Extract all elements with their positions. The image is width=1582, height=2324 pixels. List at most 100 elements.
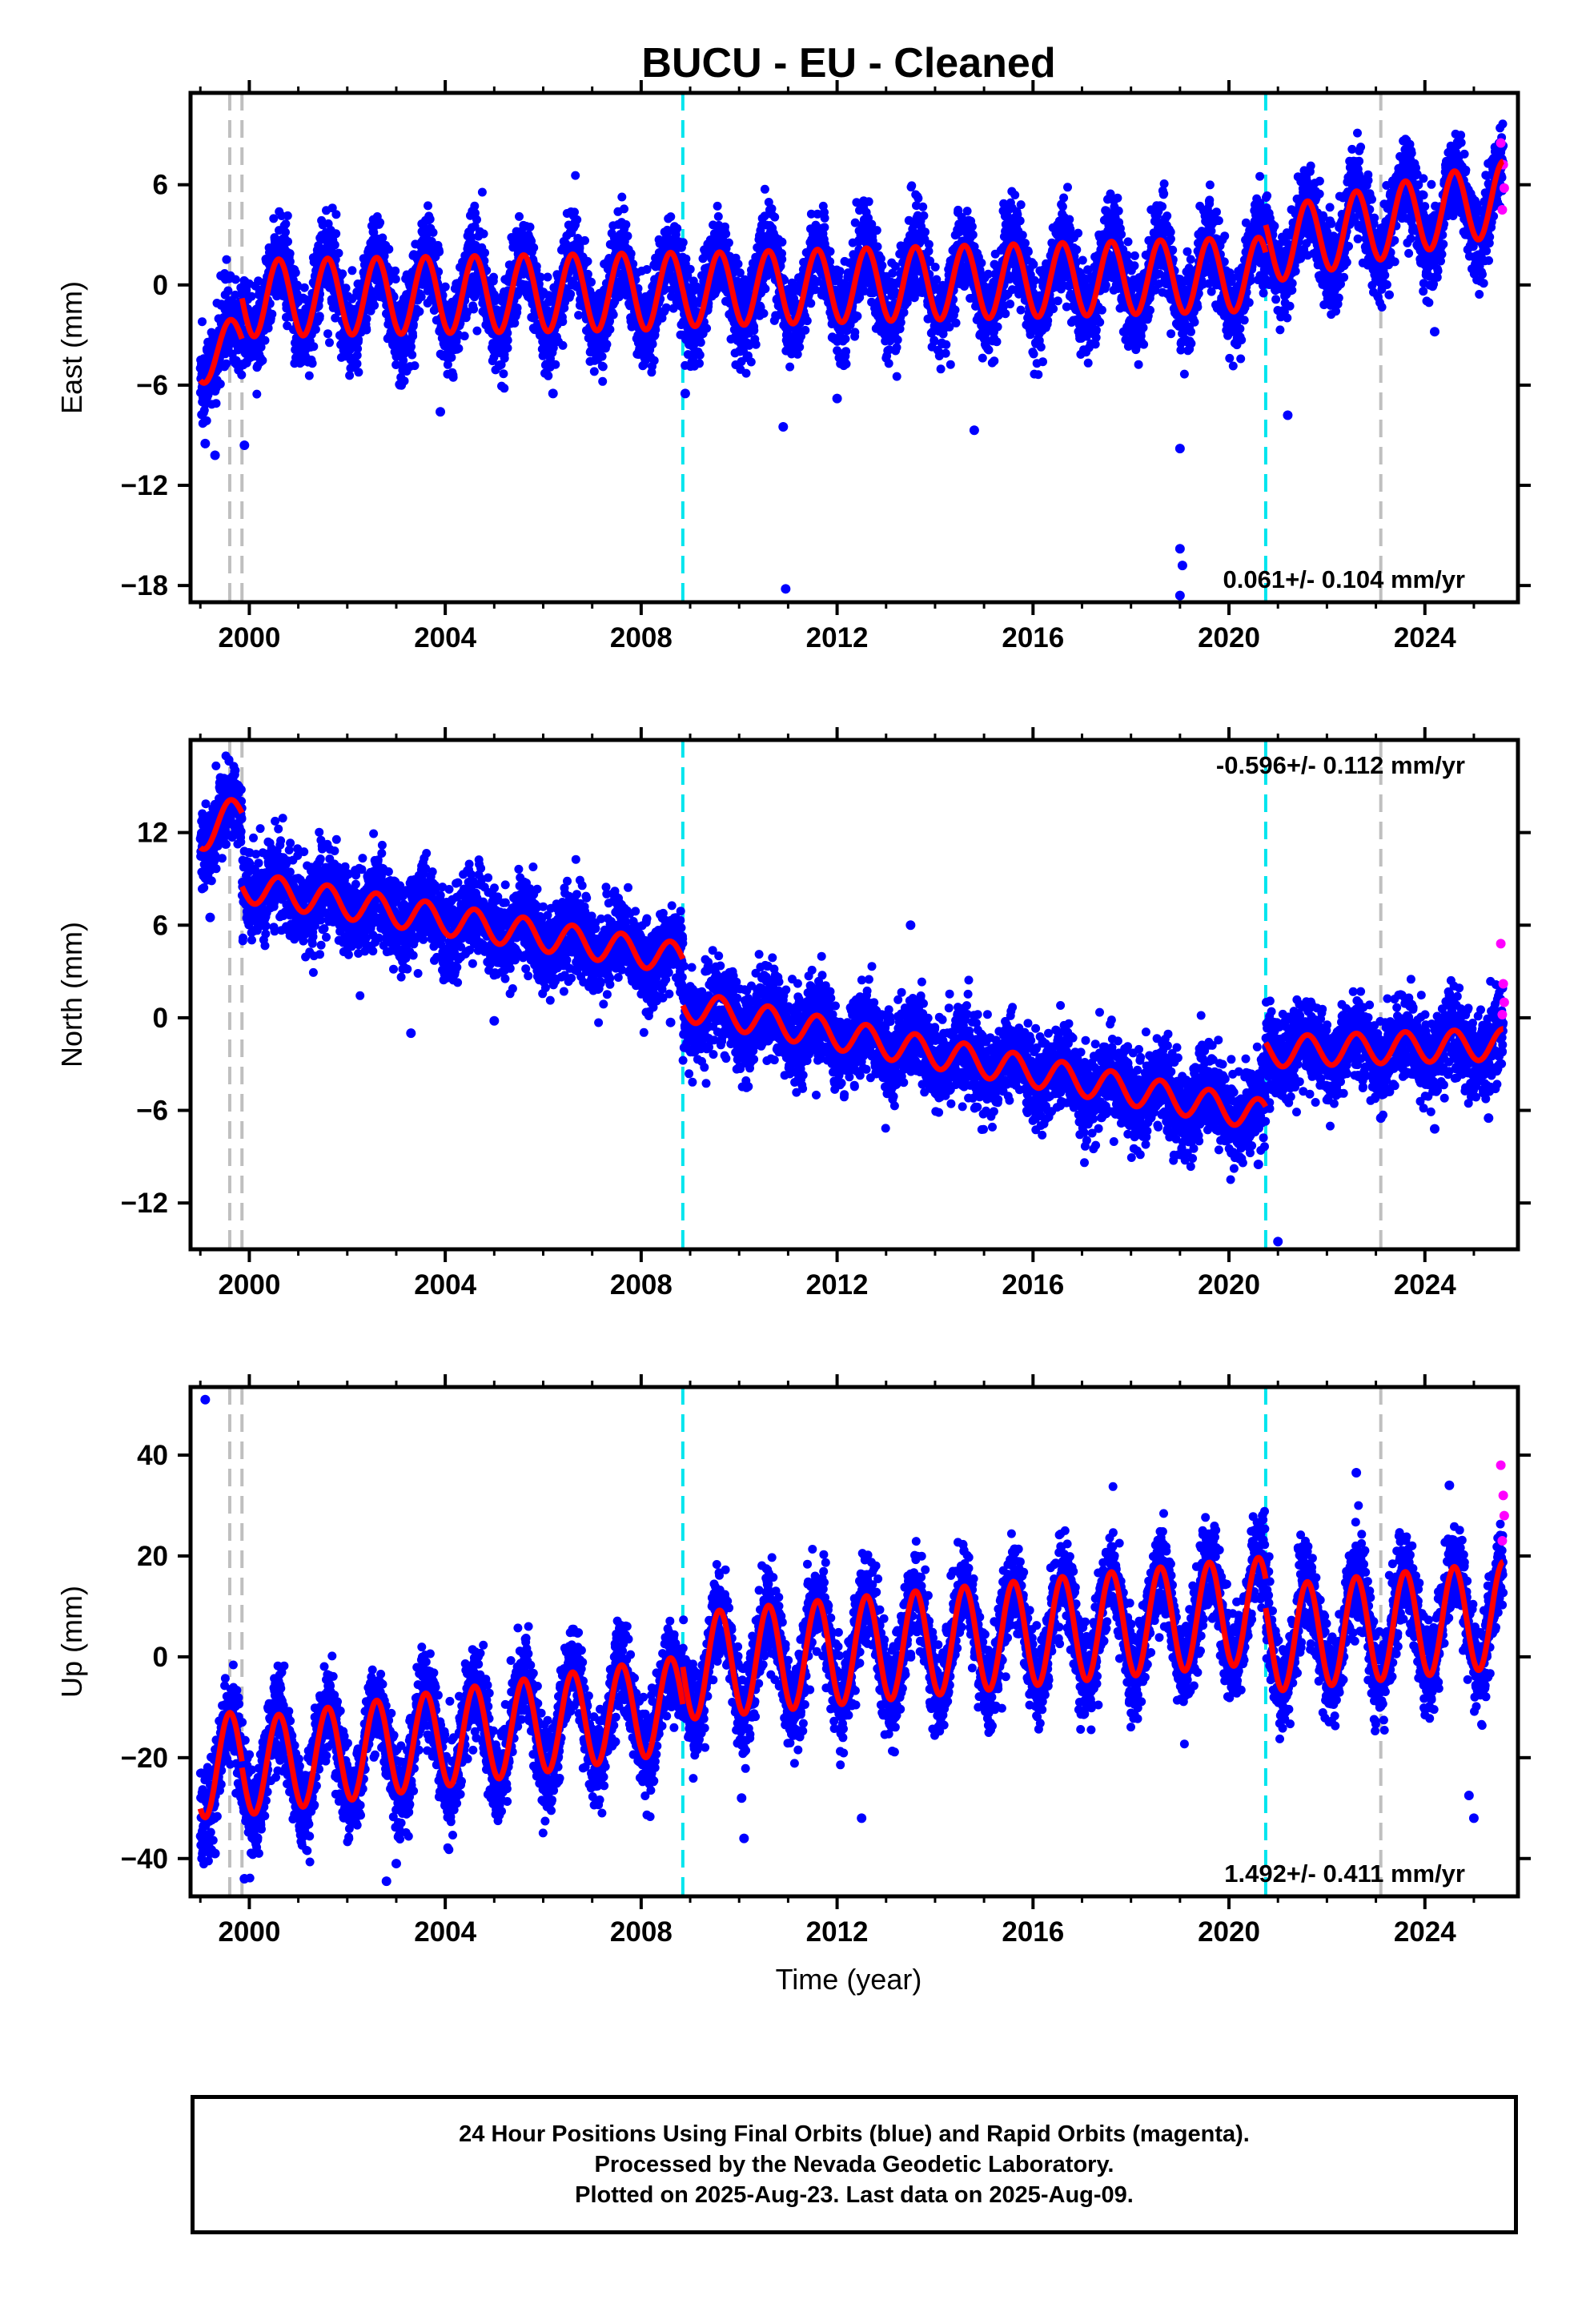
data-point bbox=[597, 352, 607, 361]
data-point bbox=[785, 362, 795, 372]
data-point bbox=[749, 326, 759, 336]
data-point bbox=[304, 371, 314, 380]
data-point bbox=[269, 214, 279, 223]
data-point bbox=[942, 340, 951, 349]
data-point bbox=[746, 357, 756, 367]
data-point bbox=[453, 329, 463, 339]
data-point bbox=[443, 360, 452, 369]
data-point bbox=[448, 372, 458, 382]
data-point bbox=[669, 304, 678, 313]
data-point bbox=[602, 340, 612, 349]
data-point bbox=[471, 208, 480, 218]
data-point bbox=[695, 359, 704, 368]
data-point bbox=[416, 292, 426, 302]
data-point bbox=[198, 317, 207, 327]
data-point bbox=[574, 311, 584, 320]
data-point bbox=[801, 325, 810, 335]
data-point bbox=[258, 356, 267, 365]
data-point bbox=[572, 215, 582, 224]
data-point bbox=[215, 380, 225, 388]
data-point bbox=[767, 204, 777, 214]
data-point bbox=[896, 318, 905, 328]
data-point bbox=[741, 368, 751, 378]
data-point bbox=[892, 372, 901, 381]
data-point bbox=[500, 384, 509, 393]
data-point bbox=[893, 335, 902, 344]
data-point bbox=[583, 256, 592, 266]
data-point bbox=[408, 332, 418, 341]
data-point bbox=[331, 229, 341, 239]
data-point bbox=[435, 247, 444, 256]
data-point bbox=[642, 265, 652, 274]
data-point bbox=[598, 362, 608, 372]
data-point bbox=[884, 359, 893, 368]
data-point bbox=[907, 181, 917, 191]
data-point bbox=[713, 201, 722, 211]
data-point bbox=[222, 255, 231, 264]
data-point bbox=[962, 207, 972, 216]
final-orbit-points bbox=[195, 119, 1508, 601]
data-point bbox=[500, 353, 509, 363]
data-point bbox=[354, 368, 363, 377]
figure-title: BUCU - EU - Cleaned bbox=[641, 40, 1055, 86]
data-point bbox=[902, 298, 912, 308]
data-point bbox=[291, 268, 300, 277]
data-point bbox=[770, 212, 780, 222]
data-point bbox=[479, 229, 488, 239]
data-point bbox=[467, 232, 476, 242]
data-point bbox=[835, 267, 845, 276]
data-point bbox=[307, 359, 317, 368]
data-point bbox=[673, 223, 682, 233]
data-point bbox=[408, 350, 417, 360]
data-point bbox=[211, 399, 221, 408]
data-point bbox=[331, 210, 341, 219]
data-point bbox=[777, 237, 787, 247]
data-point bbox=[391, 266, 400, 275]
data-point bbox=[309, 342, 319, 352]
data-point bbox=[1006, 300, 1015, 309]
data-point bbox=[759, 308, 769, 318]
data-point bbox=[761, 284, 770, 294]
data-point bbox=[648, 340, 657, 349]
data-point bbox=[777, 255, 787, 264]
data-point bbox=[713, 211, 723, 221]
data-point bbox=[806, 299, 816, 308]
data-point bbox=[760, 184, 769, 194]
data-point bbox=[345, 371, 355, 380]
data-point bbox=[247, 292, 256, 301]
data-point bbox=[733, 259, 743, 269]
data-point bbox=[252, 389, 262, 399]
data-point bbox=[480, 248, 489, 258]
data-point bbox=[941, 348, 950, 358]
data-point bbox=[362, 325, 371, 335]
data-point bbox=[620, 204, 628, 214]
data-point bbox=[512, 304, 522, 312]
data-point bbox=[825, 247, 835, 256]
data-point bbox=[587, 277, 596, 287]
data-point bbox=[384, 244, 394, 254]
data-point bbox=[281, 219, 291, 229]
panel-east: 2000 2004 2008 2012 2016 2020 202460−6−12−18Ea… bbox=[55, 80, 1531, 653]
data-point bbox=[489, 272, 498, 282]
data-point bbox=[440, 282, 450, 292]
data-point bbox=[477, 187, 487, 197]
data-point bbox=[1010, 191, 1020, 199]
data-point bbox=[583, 269, 592, 279]
data-point bbox=[231, 290, 240, 300]
data-point bbox=[605, 324, 615, 334]
data-point bbox=[283, 237, 292, 247]
data-point bbox=[924, 239, 934, 249]
data-point bbox=[503, 336, 512, 345]
data-point bbox=[977, 258, 986, 267]
data-point bbox=[525, 223, 535, 231]
data-point bbox=[598, 376, 608, 386]
data-point bbox=[930, 336, 939, 346]
data-point bbox=[489, 352, 499, 362]
data-point bbox=[222, 359, 231, 368]
data-point bbox=[721, 229, 731, 239]
data-point bbox=[311, 324, 320, 334]
data-point bbox=[285, 249, 295, 259]
data-point bbox=[425, 215, 435, 224]
data-point bbox=[515, 211, 524, 221]
data-point bbox=[978, 353, 987, 363]
